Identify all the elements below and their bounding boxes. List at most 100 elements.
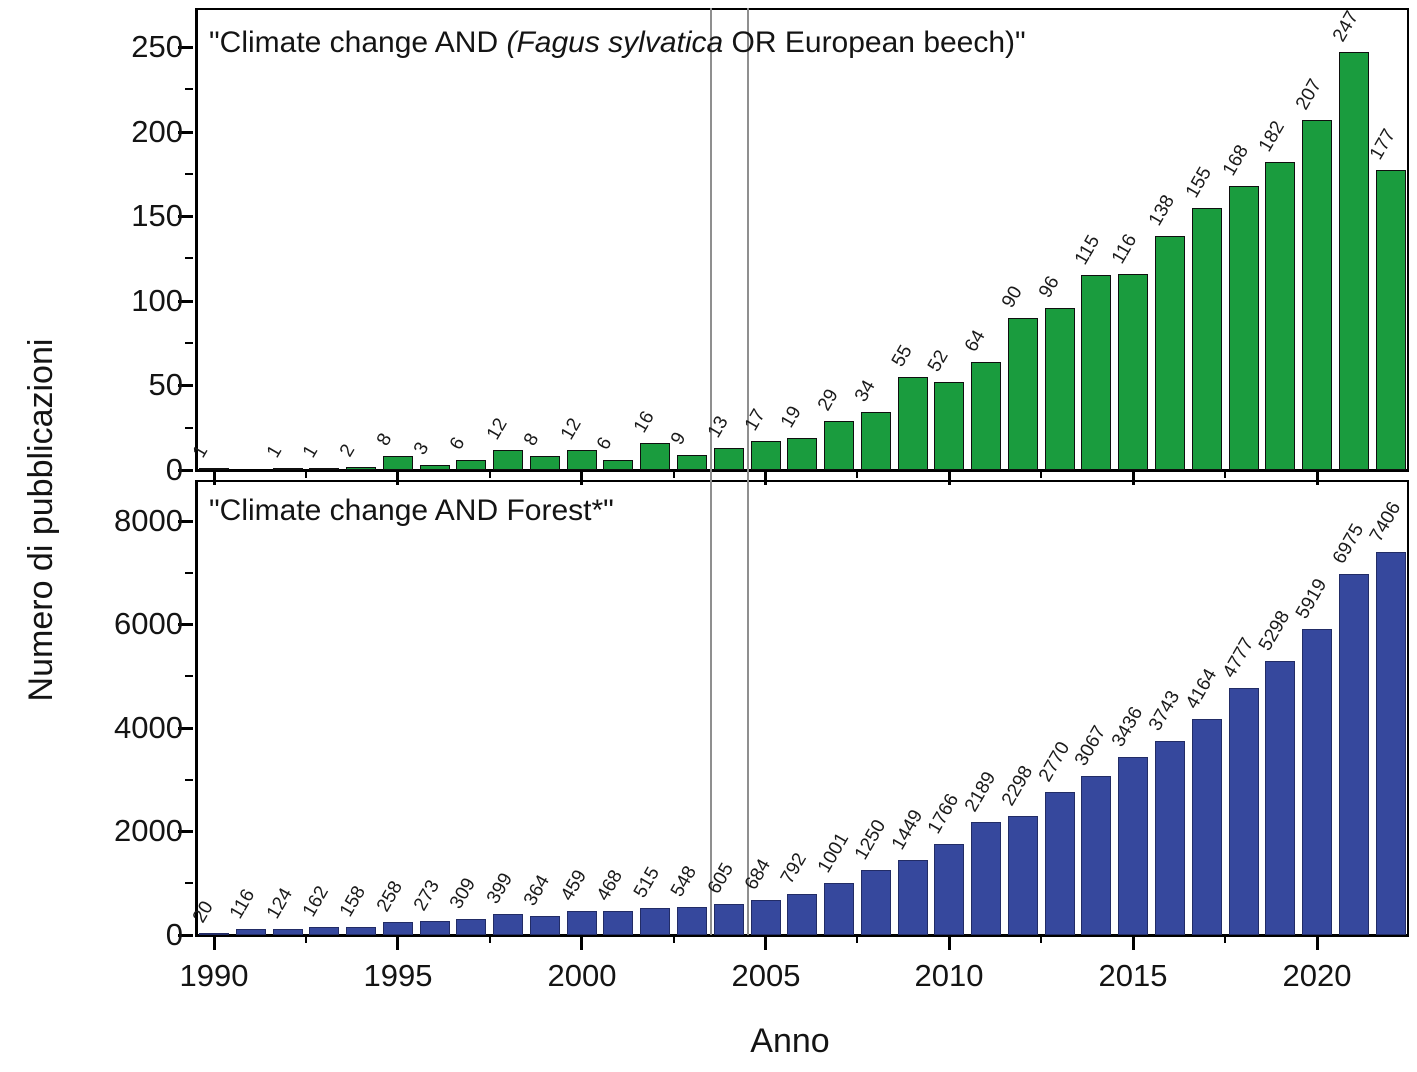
- bar-bottom-2010: [934, 844, 964, 935]
- bar-top-2015: [1118, 274, 1148, 470]
- bar-top-2018: [1229, 186, 1259, 470]
- y-major-tick: [178, 46, 193, 49]
- x-major-tick: [580, 470, 583, 485]
- x-major-tick: [1316, 935, 1319, 950]
- bar-top-1997: [456, 460, 486, 470]
- x-minor-tick: [673, 470, 675, 478]
- bar-bottom-2004: [714, 904, 744, 935]
- x-major-tick: [948, 470, 951, 485]
- year-highlight-guide-line-0: [710, 8, 712, 935]
- bar-bottom-1992: [273, 929, 303, 935]
- year-highlight-guide-line-1: [747, 8, 749, 935]
- bar-bottom-1990: [199, 933, 229, 935]
- bar-top-2013: [1045, 308, 1075, 470]
- bar-top-1994: [346, 467, 376, 470]
- bar-bottom-2006: [787, 894, 817, 935]
- x-major-tick: [396, 935, 399, 950]
- bar-top-1996: [420, 465, 450, 470]
- x-tick-label: 2020: [1282, 958, 1352, 993]
- bar-bottom-2008: [861, 870, 891, 935]
- bar-top-1998: [493, 450, 523, 470]
- bar-bottom-1991: [236, 929, 266, 935]
- y-major-tick: [178, 623, 193, 626]
- bar-top-2014: [1081, 275, 1111, 470]
- y-minor-tick: [185, 88, 193, 90]
- bar-top-2006: [787, 438, 817, 470]
- y-major-tick: [178, 469, 193, 472]
- x-major-tick: [396, 470, 399, 485]
- bar-bottom-2013: [1045, 792, 1075, 935]
- bar-bottom-2009: [898, 860, 928, 935]
- bar-top-2001: [603, 460, 633, 470]
- bar-bottom-1993: [309, 927, 339, 935]
- bar-top-2004: [714, 448, 744, 470]
- bar-bottom-1994: [346, 927, 376, 935]
- y-minor-tick: [185, 882, 193, 884]
- y-major-tick: [178, 215, 193, 218]
- y-minor-tick: [185, 675, 193, 677]
- x-minor-tick: [856, 935, 858, 943]
- y-major-tick: [178, 520, 193, 523]
- chart-title-beech-species: (Fagus sylvatica: [506, 26, 724, 59]
- x-major-tick: [764, 935, 767, 950]
- bar-top-2019: [1265, 162, 1295, 470]
- y-tick-label: 8000: [114, 503, 183, 538]
- bar-top-2020: [1302, 120, 1332, 470]
- bar-bottom-1996: [420, 921, 450, 935]
- y-minor-tick: [185, 173, 193, 175]
- x-minor-tick: [1040, 470, 1042, 478]
- bar-bottom-1997: [456, 919, 486, 935]
- y-major-tick: [178, 934, 193, 937]
- x-minor-tick: [305, 935, 307, 943]
- bar-top-1990: [199, 468, 229, 470]
- y-tick-label: 50: [148, 367, 183, 402]
- bar-top-2017: [1192, 208, 1222, 470]
- bar-top-2012: [1008, 318, 1038, 470]
- y-major-tick: [178, 300, 193, 303]
- y-major-tick: [178, 384, 193, 387]
- chart-title-forest: "Climate change AND Forest*": [209, 494, 614, 527]
- x-minor-tick: [673, 935, 675, 943]
- x-minor-tick: [489, 470, 491, 478]
- y-tick-label: 100: [131, 283, 183, 318]
- x-tick-label: 2010: [914, 958, 984, 993]
- bar-bottom-2020: [1302, 629, 1332, 935]
- x-major-tick: [1316, 470, 1319, 485]
- y-major-tick: [178, 830, 193, 833]
- bar-bottom-2017: [1192, 719, 1222, 935]
- bar-top-1993: [309, 468, 339, 470]
- x-major-tick: [213, 470, 216, 485]
- bar-bottom-1998: [493, 914, 523, 935]
- y-minor-tick: [185, 427, 193, 429]
- y-tick-label: 200: [131, 114, 183, 149]
- x-minor-tick: [1224, 470, 1226, 478]
- bar-bottom-2015: [1118, 757, 1148, 935]
- y-tick-label: 4000: [114, 710, 183, 745]
- y-tick-label: 0: [165, 452, 183, 487]
- bar-top-2016: [1155, 236, 1185, 470]
- bar-top-2022: [1376, 170, 1406, 470]
- bar-top-2010: [934, 382, 964, 470]
- x-tick-label: 1995: [363, 958, 433, 993]
- y-minor-tick: [185, 779, 193, 781]
- x-minor-tick: [305, 470, 307, 478]
- y-tick-label: 250: [131, 29, 183, 64]
- x-axis-title: Anno: [750, 1022, 830, 1060]
- y-minor-tick: [185, 342, 193, 344]
- x-minor-tick: [489, 935, 491, 943]
- panel-beech-chart: [195, 8, 1409, 472]
- x-major-tick: [1132, 935, 1135, 950]
- bar-bottom-2000: [567, 911, 597, 935]
- bar-top-2011: [971, 362, 1001, 470]
- bar-top-2003: [677, 455, 707, 470]
- bar-top-2005: [751, 441, 781, 470]
- chart-title-beech: "Climate change AND (Fagus sylvatica OR …: [209, 26, 1026, 60]
- x-major-tick: [1132, 470, 1135, 485]
- y-tick-label: 2000: [114, 813, 183, 848]
- x-minor-tick: [856, 470, 858, 478]
- bar-top-1999: [530, 456, 560, 470]
- bar-bottom-2016: [1155, 741, 1185, 935]
- y-minor-tick: [185, 257, 193, 259]
- bar-bottom-2014: [1081, 776, 1111, 935]
